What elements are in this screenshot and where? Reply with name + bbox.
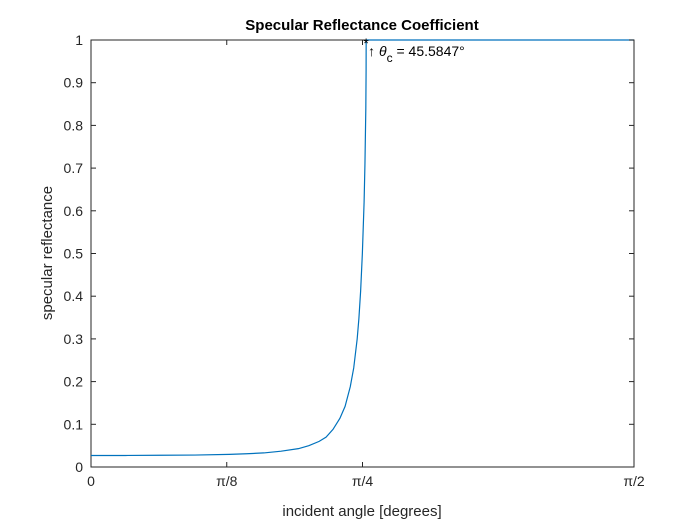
- axis-ticks: 0 π/8 π/4 π/2 0 0.1 0.2 0.3 0.4 0.5 0.6 0.7 0.8 0.9 1: [64, 32, 645, 489]
- y-tick-label: 0.1: [64, 416, 84, 432]
- y-tick-label: 0.2: [64, 374, 84, 390]
- chart-title: Specular Reflectance Coefficient: [245, 17, 478, 34]
- x-tick-label: π/4: [352, 473, 374, 489]
- x-tick-label: π/8: [216, 473, 238, 489]
- plot-area: [90, 39, 635, 468]
- x-tick-label: 0: [87, 473, 95, 489]
- critical-angle-label: ↑ θc = 45.5847°: [368, 43, 465, 65]
- critical-angle-marker: *: [363, 35, 369, 51]
- x-tick-label: π/2: [623, 473, 645, 489]
- y-tick-label: 0.4: [64, 288, 84, 304]
- series-line-0: [91, 39, 634, 457]
- x-axis-title: incident angle [degrees]: [282, 503, 441, 520]
- y-tick-label: 0.9: [64, 75, 84, 91]
- y-tick-label: 1: [75, 32, 83, 48]
- y-tick-label: 0: [75, 459, 83, 475]
- y-tick-label: 0.5: [64, 246, 84, 262]
- annotation-subscript: c: [387, 51, 393, 65]
- y-tick-label: 0.7: [64, 160, 84, 176]
- y-axis-title: specular reflectance: [39, 186, 56, 320]
- annotation-arrow: ↑: [368, 43, 379, 59]
- annotation-value: = 45.5847°: [393, 43, 465, 59]
- y-tick-label: 0.6: [64, 203, 84, 219]
- annotation-symbol: θ: [379, 43, 387, 59]
- annotation: * ↑ θc = 45.5847°: [363, 35, 464, 65]
- y-tick-label: 0.3: [64, 331, 84, 347]
- y-tick-label: 0.8: [64, 117, 84, 133]
